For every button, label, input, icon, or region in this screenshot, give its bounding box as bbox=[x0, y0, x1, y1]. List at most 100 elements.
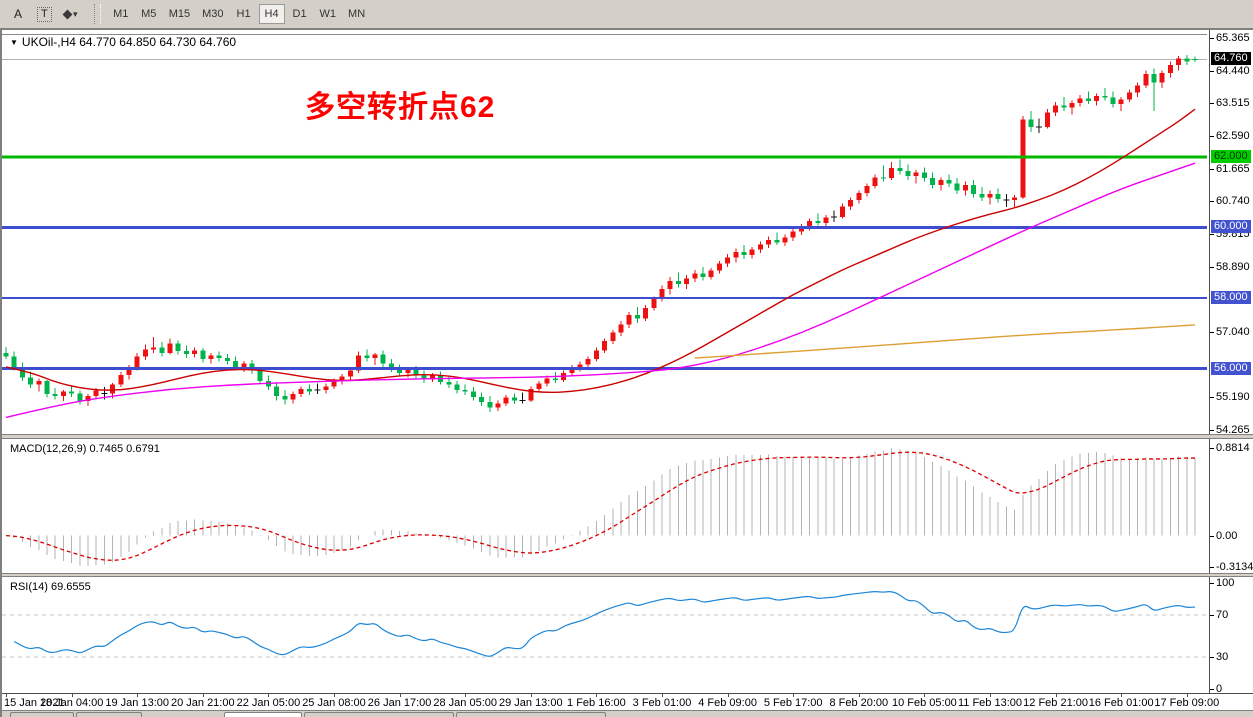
time-axis-label: 22 Jan 05:00 bbox=[236, 697, 301, 709]
candle-body bbox=[634, 315, 640, 319]
time-axis[interactable]: 15 Jan 2021 18 Jan 04:00 19 Jan 13:00 20 Ja… bbox=[2, 693, 1253, 710]
price-badge-56.000: 56.000 bbox=[1211, 361, 1251, 375]
time-axis-label: 18 Jan 04:00 bbox=[39, 697, 104, 709]
candle-body bbox=[766, 239, 772, 245]
timeframe-button-d1[interactable]: D1 bbox=[287, 4, 313, 24]
candle-body bbox=[602, 341, 608, 351]
time-tick-mark bbox=[268, 694, 270, 697]
time-tick-mark bbox=[1186, 694, 1188, 697]
rsi-tick-label: 30 bbox=[1216, 651, 1229, 664]
chart-title: ▼ UKOil-,H4 64.770 64.850 64.730 64.760 bbox=[10, 35, 236, 49]
price-tick-label: 64.440 bbox=[1216, 64, 1250, 77]
candle-body bbox=[643, 307, 649, 319]
candle-body bbox=[339, 376, 345, 382]
price-tick-label: 60.740 bbox=[1216, 195, 1250, 208]
timeframe-button-mn[interactable]: MN bbox=[343, 4, 370, 24]
collapse-triangle-icon: ▼ bbox=[10, 38, 18, 47]
axis-tick-mark bbox=[1210, 689, 1214, 690]
candle-body bbox=[1094, 96, 1100, 102]
candle-body bbox=[28, 377, 34, 385]
ma-fast-red bbox=[5, 108, 1196, 394]
candle-body bbox=[167, 343, 173, 353]
chart-tab[interactable] bbox=[456, 712, 606, 717]
candle-body bbox=[757, 244, 763, 250]
candle-body bbox=[552, 378, 558, 380]
candle-body bbox=[1135, 85, 1141, 93]
price-axis[interactable]: 65.365 64.440 63.515 62.590 61.665 60.740 59.8… bbox=[1209, 30, 1253, 695]
pane-divider[interactable] bbox=[2, 434, 1253, 439]
time-tick-mark bbox=[793, 694, 795, 697]
price-chart-canvas[interactable] bbox=[2, 34, 1207, 434]
candle-body bbox=[118, 375, 124, 385]
timeframe-button-h4[interactable]: H4 bbox=[258, 4, 285, 24]
chart-tab[interactable] bbox=[10, 712, 74, 717]
macd-canvas[interactable] bbox=[2, 439, 1207, 573]
timeframe-button-h1[interactable]: H1 bbox=[231, 4, 257, 24]
candle-body bbox=[700, 273, 706, 277]
candle-body bbox=[872, 177, 878, 186]
price-tick-label: 62.590 bbox=[1216, 129, 1250, 142]
arrows-tool-button[interactable]: ▾ bbox=[59, 3, 83, 25]
candle-body bbox=[290, 394, 296, 400]
candle-body bbox=[19, 366, 25, 378]
chart-tab[interactable] bbox=[304, 712, 454, 717]
rsi-canvas[interactable] bbox=[2, 577, 1207, 693]
timeframe-button-w1[interactable]: W1 bbox=[315, 4, 342, 24]
candle-body bbox=[495, 403, 501, 408]
candle-body bbox=[233, 360, 239, 367]
candle-body bbox=[331, 381, 337, 387]
time-axis-label: 1 Feb 16:00 bbox=[567, 697, 626, 709]
chart-annotation-text[interactable]: 多空转折点62 bbox=[305, 91, 496, 124]
text-label-tool-button[interactable]: A bbox=[6, 3, 30, 25]
price-badge-62.000: 62.000 bbox=[1211, 149, 1251, 163]
time-tick-mark bbox=[71, 694, 73, 697]
candle-body bbox=[249, 363, 255, 371]
pane-divider[interactable] bbox=[2, 573, 1253, 577]
timeframe-button-m30[interactable]: M30 bbox=[197, 4, 228, 24]
time-axis-label: 15 Jan 2021 bbox=[4, 697, 65, 709]
chart-window[interactable]: ▼ UKOil-,H4 64.770 64.850 64.730 64.760 多… bbox=[0, 28, 1253, 717]
candle-body bbox=[405, 369, 411, 373]
candle-body bbox=[913, 172, 919, 177]
time-axis-label: 5 Feb 17:00 bbox=[763, 697, 823, 709]
candle-body bbox=[593, 350, 599, 359]
candle-body bbox=[544, 378, 550, 384]
timeframe-button-m5[interactable]: M5 bbox=[136, 4, 162, 24]
candle-body bbox=[192, 350, 198, 354]
candle-body bbox=[60, 391, 66, 397]
chart-tab[interactable] bbox=[76, 712, 142, 717]
candle-body bbox=[667, 281, 673, 290]
candle-body bbox=[110, 384, 116, 394]
candle-body bbox=[1176, 58, 1182, 66]
time-axis-label: 29 Jan 13:00 bbox=[498, 697, 563, 709]
arrows-icon bbox=[62, 9, 73, 19]
candle-body bbox=[1143, 73, 1149, 86]
price-tick-label: 54.265 bbox=[1216, 423, 1250, 436]
rsi-label: RSI(14) 69.6555 bbox=[10, 581, 91, 593]
candle-body bbox=[1110, 97, 1116, 104]
price-tick-label: 55.190 bbox=[1216, 391, 1250, 404]
axis-tick-mark bbox=[1210, 168, 1214, 170]
candle-body bbox=[1085, 98, 1091, 102]
candle-body bbox=[733, 252, 739, 258]
candle-body bbox=[11, 356, 17, 367]
candle-body bbox=[1167, 65, 1173, 73]
candle-body bbox=[372, 354, 378, 359]
chart-tab-active[interactable] bbox=[224, 712, 302, 717]
candle-body bbox=[618, 324, 624, 333]
candle-body bbox=[52, 394, 58, 397]
axis-tick-mark bbox=[1210, 38, 1214, 39]
time-axis-label: 19 Jan 13:00 bbox=[105, 697, 169, 709]
axis-tick-mark bbox=[1210, 566, 1214, 568]
text-tool-button[interactable]: T bbox=[32, 3, 57, 25]
candle-body bbox=[692, 273, 698, 279]
axis-tick-mark bbox=[1210, 70, 1214, 72]
candle-body bbox=[323, 386, 329, 390]
candle-body bbox=[511, 397, 517, 401]
timeframe-toolbar: M1 M5 M15 M30 H1 H4 D1 W1 MN bbox=[107, 4, 371, 24]
candle-body bbox=[397, 368, 403, 373]
candle-body bbox=[995, 193, 1001, 200]
timeframe-button-m15[interactable]: M15 bbox=[164, 4, 195, 24]
timeframe-button-m1[interactable]: M1 bbox=[108, 4, 134, 24]
candle-body bbox=[454, 384, 460, 390]
